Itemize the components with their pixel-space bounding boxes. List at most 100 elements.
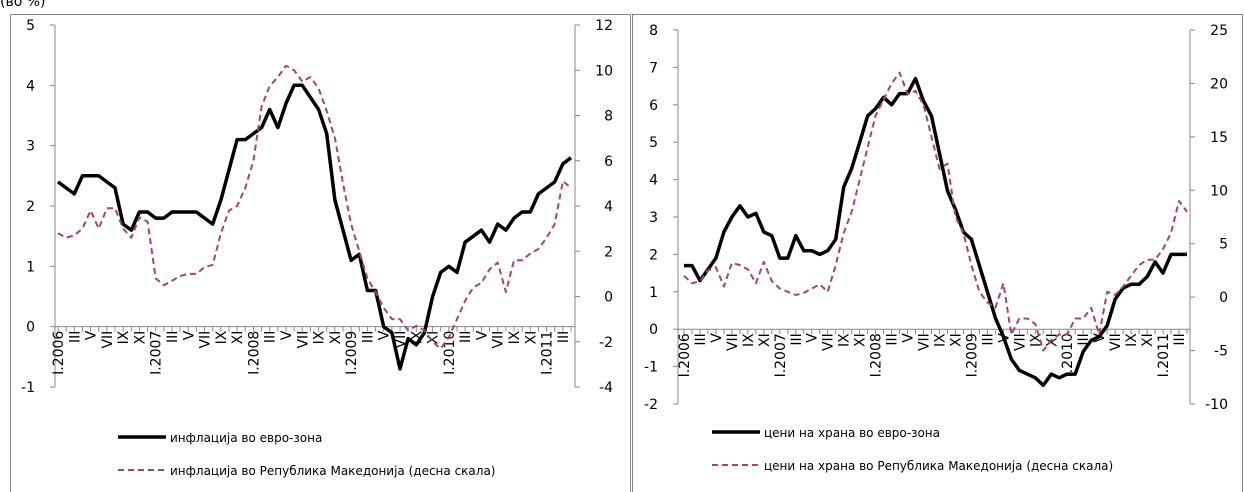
x-tick-label: I.2010: [442, 331, 458, 375]
series-line: [683, 71, 1188, 352]
x-tick-label: III: [1172, 333, 1188, 345]
x-tick-label: V: [84, 330, 100, 340]
unit-label: (во %): [0, 0, 46, 10]
y-tick-label: 7: [649, 60, 658, 76]
x-tick-label: XI: [948, 333, 964, 347]
y2-tick-label: 8: [604, 109, 613, 125]
y-tick-label: -2: [644, 397, 658, 413]
y-tick-label: 5: [26, 18, 35, 34]
x-tick-label: VII: [491, 331, 507, 349]
x-tick-label: III: [360, 331, 376, 343]
y-tick-label: 2: [26, 199, 35, 215]
x-tick-label: I.2009: [344, 331, 360, 375]
x-tick-label: IX: [1124, 333, 1140, 347]
y2-tick-label: 25: [1210, 23, 1228, 39]
y-tick-label: 3: [26, 139, 35, 155]
x-tick-label: VII: [1108, 333, 1124, 351]
x-tick-label: I.2006: [51, 331, 67, 375]
x-tick-label: III: [263, 331, 279, 343]
x-tick-label: III: [980, 333, 996, 345]
x-tick-label: III: [165, 331, 181, 343]
x-tick-label: III: [693, 333, 709, 345]
x-tick-label: V: [377, 330, 393, 340]
x-tick-label: IX: [932, 333, 948, 347]
x-tick-label: XI: [1140, 333, 1156, 347]
y-tick-label: 4: [649, 173, 658, 189]
x-tick-label: VII: [725, 333, 741, 351]
y-tick-label: 4: [26, 78, 35, 94]
x-tick-label: IX: [116, 330, 132, 344]
y2-tick-label: -4: [599, 380, 613, 396]
y2-tick-label: 20: [1210, 76, 1228, 92]
series-line: [56, 83, 573, 371]
y-tick-label: 3: [649, 210, 658, 226]
y-tick-label: 0: [649, 322, 658, 338]
y-tick-label: -1: [21, 380, 35, 396]
x-tick-label: V: [901, 333, 917, 343]
x-tick-label: I.2006: [677, 333, 693, 377]
x-tick-label: I.2009: [964, 333, 980, 377]
panel-frame: [10, 14, 631, 492]
y2-tick-label: 0: [1219, 290, 1228, 306]
y2-tick-label: 2: [604, 244, 613, 260]
y-tick-label: 5: [649, 135, 658, 151]
x-tick-label: V: [709, 333, 725, 343]
x-tick-label: VII: [821, 333, 837, 351]
y-tick-label: 1: [26, 259, 35, 275]
y2-tick-label: 15: [1210, 130, 1228, 146]
y-tick-label: 8: [649, 23, 658, 39]
x-tick-label: V: [474, 330, 490, 340]
x-tick-label: IX: [741, 333, 757, 347]
panel-frame: [632, 14, 1243, 492]
x-tick-label: III: [885, 333, 901, 345]
y2-tick-label: -2: [599, 335, 613, 351]
x-tick-label: XI: [757, 333, 773, 347]
legend-label: инфлација во евро-зона: [170, 431, 322, 445]
y2-tick-label: -5: [1214, 344, 1228, 360]
legend-label: инфлација во Република Македонија (десна…: [170, 464, 495, 478]
y2-tick-label: -10: [1205, 397, 1228, 413]
x-tick-label: XI: [523, 331, 539, 345]
x-tick-label: I.2007: [773, 333, 789, 377]
x-tick-label: IX: [837, 333, 853, 347]
x-tick-label: V: [279, 330, 295, 340]
x-tick-label: XI: [132, 331, 148, 345]
x-tick-label: XI: [853, 333, 869, 347]
x-tick-label: III: [458, 331, 474, 343]
series-line: [57, 64, 572, 350]
x-tick-label: III: [67, 331, 83, 343]
x-tick-label: V: [805, 333, 821, 343]
x-tick-label: III: [556, 331, 572, 343]
x-tick-label: VII: [198, 331, 214, 349]
y2-tick-label: 10: [1210, 183, 1228, 199]
y2-tick-label: 12: [595, 18, 613, 34]
legend-label: цени на храна во Република Македонија (д…: [764, 459, 1113, 473]
x-tick-label: I.2008: [869, 333, 885, 377]
x-tick-label: VII: [295, 331, 311, 349]
y-tick-label: -1: [644, 360, 658, 376]
y2-tick-label: 0: [604, 290, 613, 306]
x-tick-label: I.2007: [149, 331, 165, 375]
legend-label: цени на храна во евро-зона: [764, 426, 940, 440]
x-tick-label: IX: [507, 330, 523, 344]
y-tick-label: 2: [649, 247, 658, 263]
x-tick-label: I.2008: [246, 331, 262, 375]
y2-tick-label: 5: [1219, 237, 1228, 253]
x-tick-label: I.2011: [540, 331, 556, 375]
x-tick-label: VII: [917, 333, 933, 351]
x-tick-label: V: [181, 330, 197, 340]
x-tick-label: VII: [100, 331, 116, 349]
x-tick-label: VII: [1012, 333, 1028, 351]
x-tick-label: I.2010: [1060, 333, 1076, 377]
x-tick-label: XI: [230, 331, 246, 345]
y2-tick-label: 4: [604, 199, 613, 215]
x-tick-label: I.2011: [1156, 333, 1172, 377]
x-tick-label: XI: [328, 331, 344, 345]
x-tick-label: IX: [214, 330, 230, 344]
series-line: [684, 76, 1187, 388]
x-tick-label: XI: [426, 331, 442, 345]
y-tick-label: 6: [649, 98, 658, 114]
x-tick-label: IX: [312, 330, 328, 344]
y-tick-label: 0: [26, 320, 35, 336]
